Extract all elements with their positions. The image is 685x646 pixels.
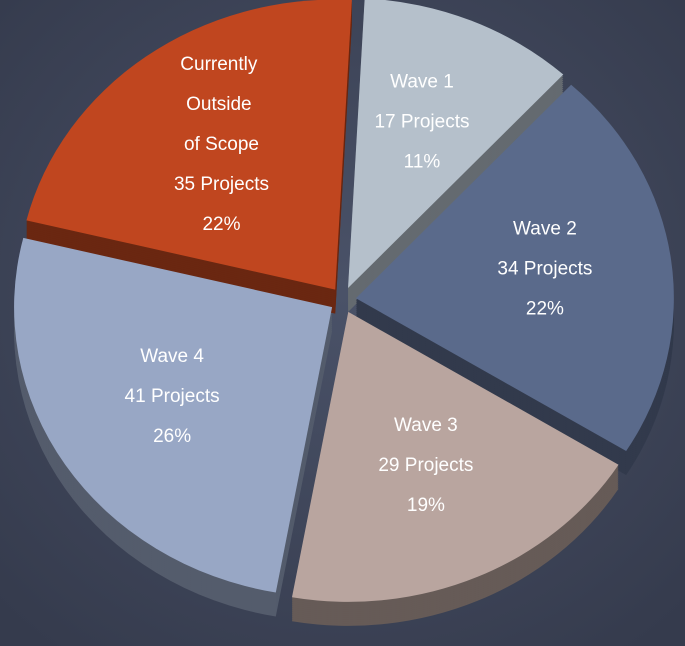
slice-labels: Wave 1 17 Projects 11% Wave 2 34 Projects 22%… (125, 54, 593, 516)
project-count-label: 34 Projects (497, 259, 592, 280)
percent-label: 19% (407, 495, 445, 516)
project-count-label: 41 Projects (125, 386, 220, 407)
slice (26, 0, 352, 290)
slice-label: Wave 2 (513, 219, 577, 240)
slice-label: Wave 3 (394, 415, 458, 436)
percent-label: 11% (404, 152, 441, 173)
slice (291, 311, 619, 602)
percent-label: 26% (153, 426, 191, 447)
pie-tops (14, 0, 674, 602)
slice (355, 84, 674, 452)
slice-label: Wave 1 (390, 72, 454, 93)
slice-label: Wave 4 (140, 346, 204, 367)
project-count-label: 29 Projects (378, 455, 473, 476)
project-count-label: 35 Projects (174, 174, 269, 195)
project-count-label: 17 Projects (374, 112, 469, 133)
slice-label: Currently Outside of Scope (180, 54, 262, 155)
slice (14, 237, 333, 593)
slice (348, 0, 564, 289)
percent-label: 22% (202, 214, 240, 235)
percent-label: 22% (526, 299, 564, 320)
